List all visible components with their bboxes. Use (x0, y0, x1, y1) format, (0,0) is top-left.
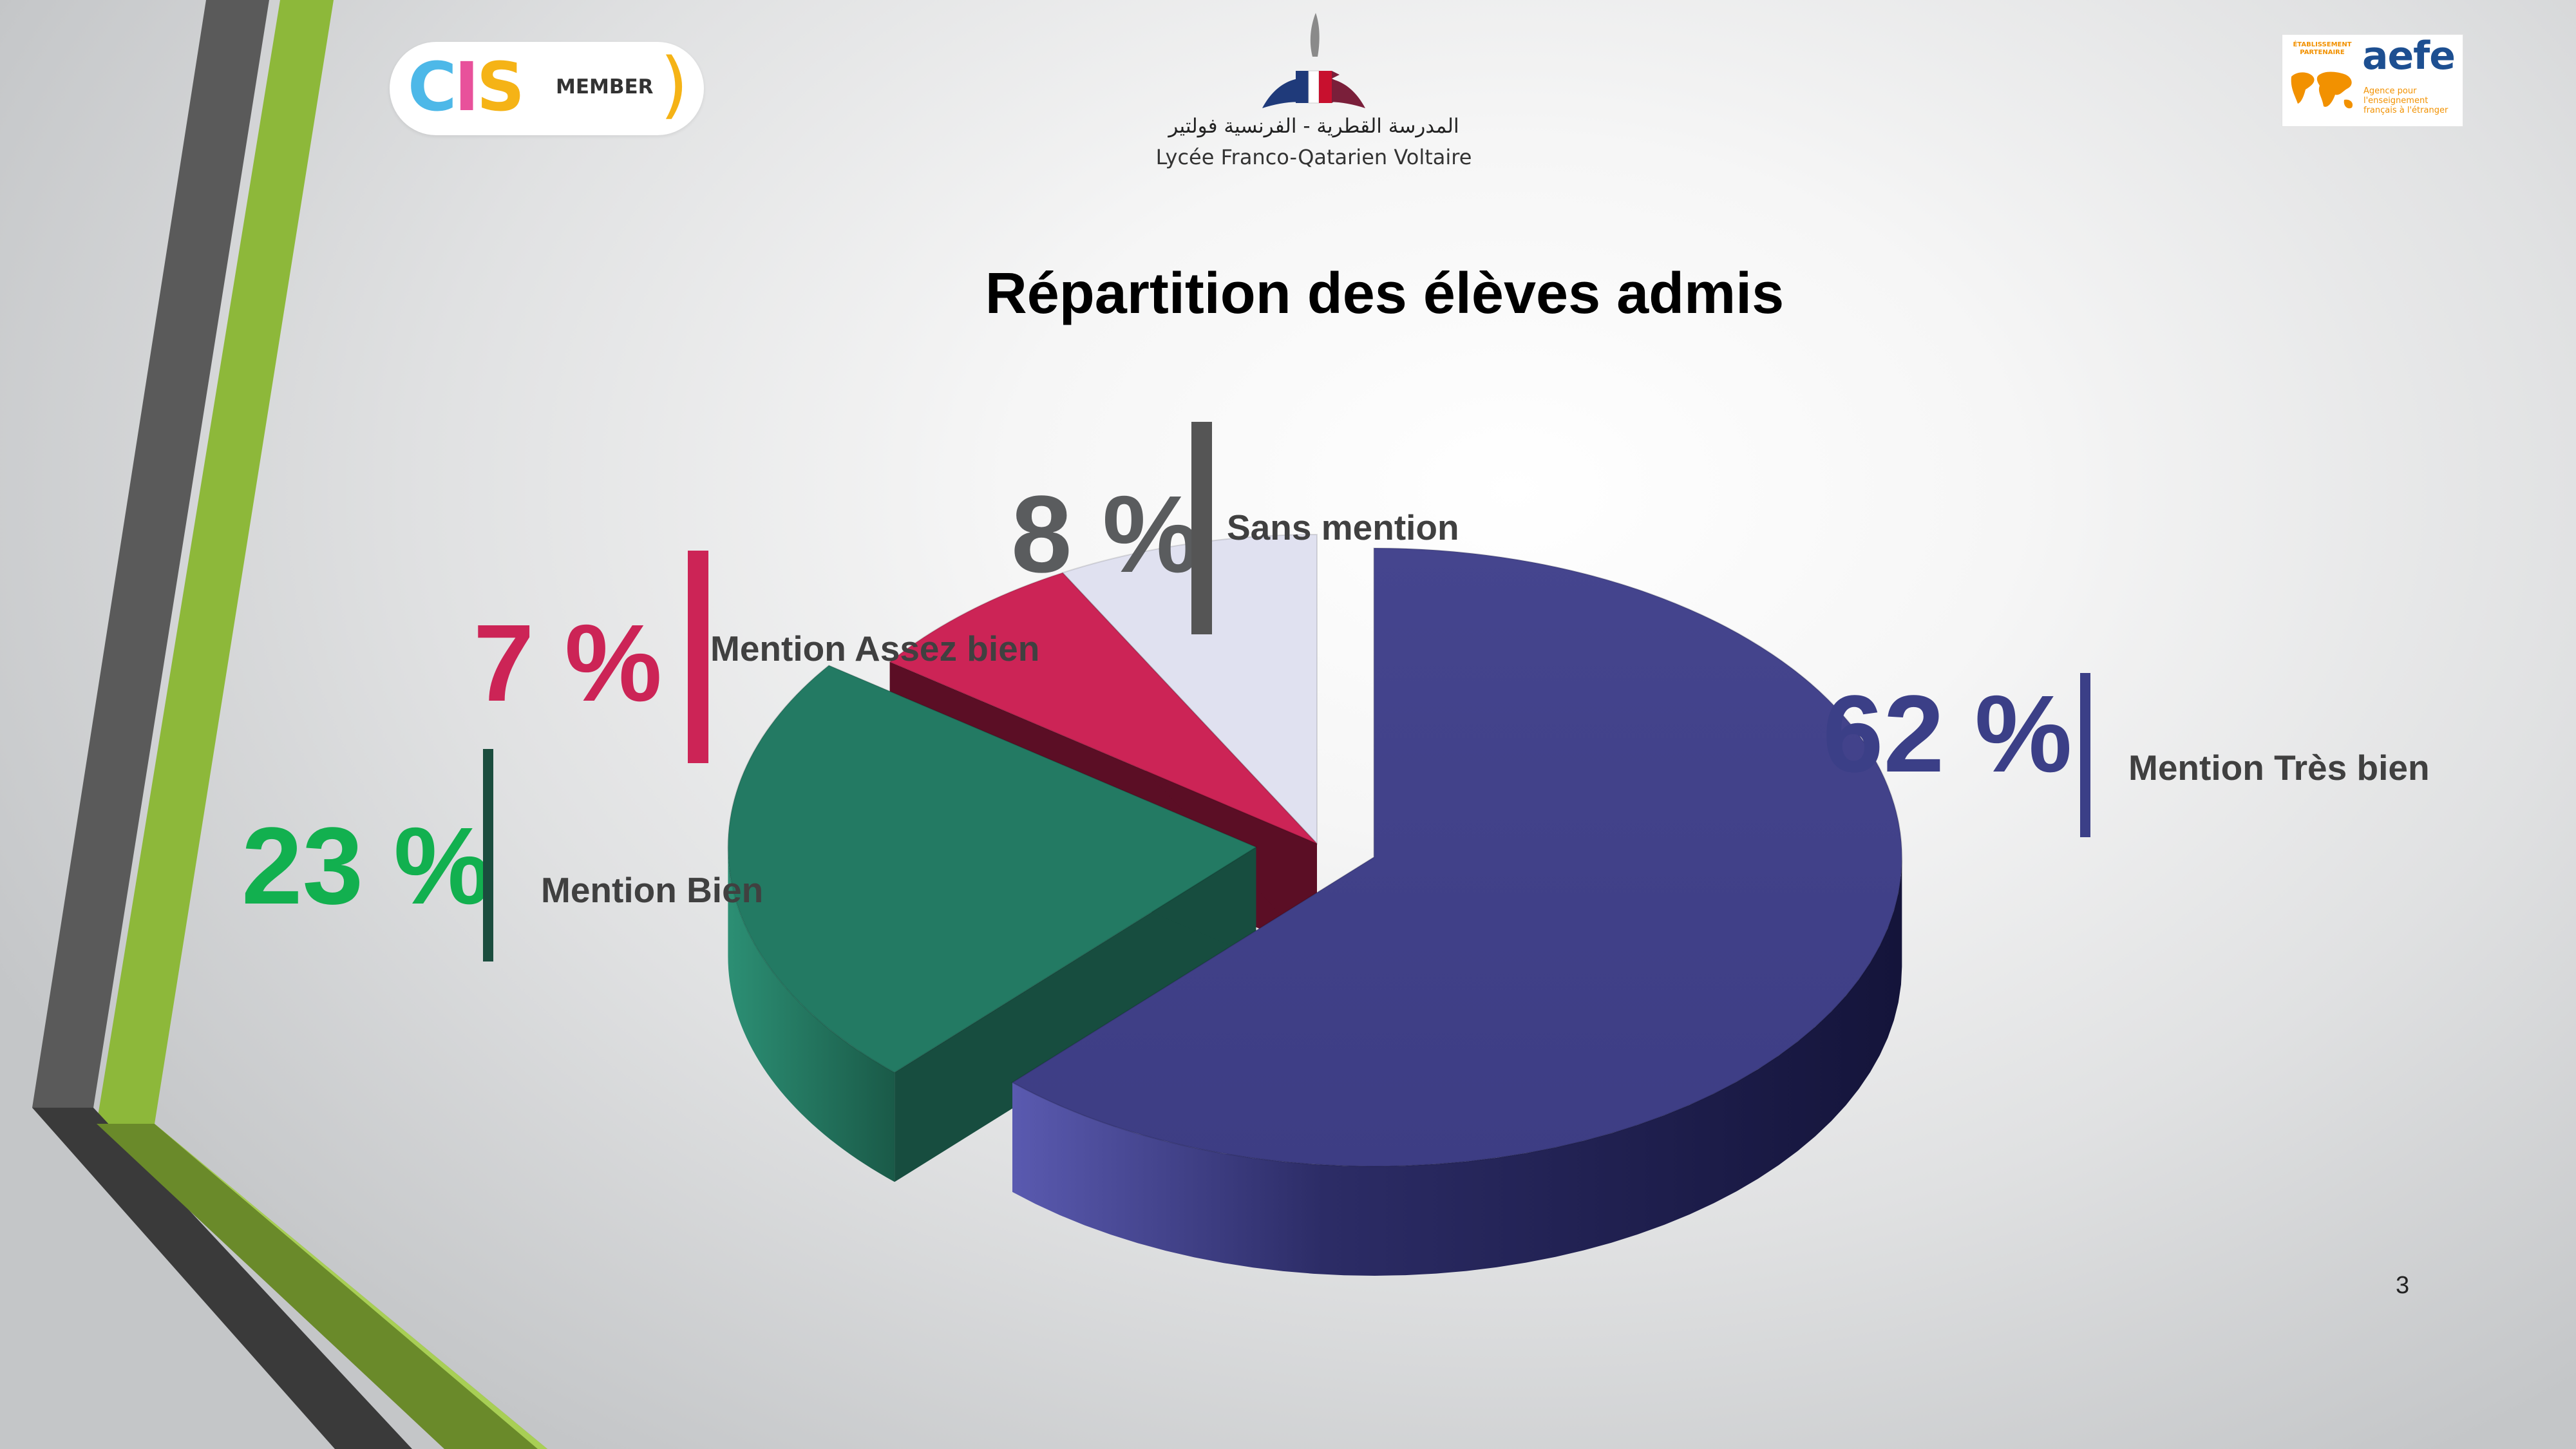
chart-title: Répartition des élèves admis (985, 261, 1785, 326)
cis-letter-s: S (477, 48, 525, 126)
cis-letter-i: I (454, 48, 479, 126)
cis-paren: ) (660, 43, 688, 127)
label-mention-bien: Mention Bien (541, 870, 764, 910)
aefe-subtitle: Agence pour l'enseignement français à l'… (2363, 86, 2448, 115)
page-number: 3 (2396, 1272, 2410, 1299)
pct-mention-tr-s-bien: 62 % (1823, 673, 2072, 795)
slice-top (1061, 533, 1318, 846)
cis-member-logo: CIS MEMBER ) (390, 42, 704, 135)
stripe-green-lower (97, 1124, 547, 1449)
school-name-french: Lycée Franco-Qatarien Voltaire (1155, 145, 1472, 169)
slice-rim (1012, 857, 1902, 1276)
pie-slices (727, 533, 1903, 1276)
label-sans-mention: Sans mention (1227, 507, 1459, 547)
pct-mention-assez-bien: 7 % (473, 602, 662, 724)
slice-cut-face (895, 847, 1256, 1182)
cis-member-text: MEMBER (556, 75, 654, 99)
aefe-name: aefe (2362, 33, 2456, 79)
school-logo: المدرسة القطرية - الفرنسية فولتير Lycée … (1146, 6, 1481, 174)
cis-letters: CIS (408, 48, 525, 126)
label-mention-assez-bien: Mention Assez bien (710, 629, 1040, 668)
slice-top (1011, 547, 1903, 1167)
stripe-dark-upper (32, 0, 269, 1108)
school-name-arabic: المدرسة القطرية - الفرنسية فولتير (1168, 115, 1459, 138)
stripe-green-upper (97, 0, 334, 1124)
slice-mention-bien (727, 665, 1258, 1182)
aefe-logo: ÉTABLISSEMENT PARTENAIRE aefe Agence pou… (2282, 33, 2463, 127)
bar-sans-mention (1191, 422, 1212, 634)
pct-mention-bien: 23 % (242, 805, 491, 927)
pct-sans-mention: 8 % (1011, 473, 1200, 596)
bar-mention-assez-bien (688, 551, 708, 763)
slice-mention-tr-s-bien (1011, 547, 1903, 1276)
slice-rim (728, 847, 895, 1182)
stripe-dark-lower (32, 1108, 412, 1449)
bar-mention-tr-s-bien (2080, 673, 2090, 837)
school-emblem-icon (1262, 13, 1365, 108)
label-mention-tr-s-bien: Mention Très bien (2128, 748, 2430, 788)
world-map-icon (2291, 71, 2353, 109)
aefe-badge-text: ÉTABLISSEMENT PARTENAIRE (2293, 41, 2352, 56)
slice-top (888, 572, 1318, 844)
cis-letter-c: C (408, 48, 457, 126)
bar-mention-bien (483, 749, 493, 961)
slice-top (727, 665, 1258, 1074)
